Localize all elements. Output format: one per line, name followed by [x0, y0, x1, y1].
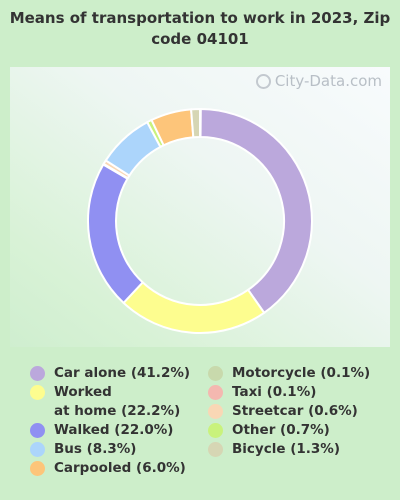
legend-label: Worked — [54, 384, 112, 400]
legend-item-left-4: Carpooled (6.0%) — [30, 459, 190, 478]
donut-slice-worked-at-home — [122, 280, 266, 334]
legend-swatch-icon — [208, 385, 223, 400]
legend-swatch-icon — [30, 385, 45, 400]
legend-label: Taxi (0.1%) — [232, 384, 317, 400]
legend-item-left-3: Bus (8.3%) — [30, 440, 190, 459]
legend-label: Streetcar (0.6%) — [232, 403, 358, 419]
donut-slice-motorcycle — [199, 107, 202, 139]
legend-column-left: Car alone (41.2%) Worked at home (22.2%) Wa… — [30, 364, 190, 478]
legend-item-right-4: Bicycle (1.3%) — [208, 440, 370, 459]
watermark: City-Data.com — [255, 72, 382, 90]
donut-slice-bicycle — [190, 107, 201, 139]
legend-label: Other (0.7%) — [232, 422, 330, 438]
legend-label: Car alone (41.2%) — [54, 365, 191, 381]
legend-swatch-icon — [208, 404, 223, 419]
legend-swatch-icon — [30, 366, 45, 381]
legend-label: Carpooled (6.0%) — [54, 460, 186, 476]
chart-title-text: Means of transportation to work in 2023,… — [9, 9, 391, 48]
legend-label: Walked (22.0%) — [54, 422, 174, 438]
legend-column-right: Motorcycle (0.1%) Taxi (0.1%) Streetcar (0… — [208, 364, 370, 459]
legend-label: at home (22.2%) — [54, 403, 181, 419]
legend-swatch-icon — [208, 366, 223, 381]
watermark-logo-icon — [255, 73, 271, 89]
legend-label: Motorcycle (0.1%) — [232, 365, 371, 381]
legend-item-left-1: Worked at home (22.2%) — [30, 383, 190, 421]
legend-swatch-icon — [30, 423, 45, 438]
legend-item-right-0: Motorcycle (0.1%) — [208, 364, 370, 383]
donut-chart — [87, 107, 313, 334]
legend-item-right-3: Other (0.7%) — [208, 421, 370, 440]
chart-title: Means of transportation to work in 2023,… — [0, 8, 400, 50]
legend-swatch-icon — [30, 461, 45, 476]
legend-swatch-icon — [208, 442, 223, 457]
legend-label: Bicycle (1.3%) — [232, 441, 340, 457]
legend-swatch-icon — [30, 442, 45, 457]
donut-slice-walked — [87, 163, 145, 305]
donut-slice-car-alone — [199, 107, 313, 315]
watermark-text: City-Data.com — [274, 72, 382, 90]
legend-item-left-2: Walked (22.0%) — [30, 421, 190, 440]
legend-item-right-1: Taxi (0.1%) — [208, 383, 370, 402]
legend-label: Bus (8.3%) — [54, 441, 137, 457]
legend-swatch-icon — [208, 423, 223, 438]
legend-item-left-0: Car alone (41.2%) — [30, 364, 190, 383]
legend-item-right-2: Streetcar (0.6%) — [208, 402, 370, 421]
